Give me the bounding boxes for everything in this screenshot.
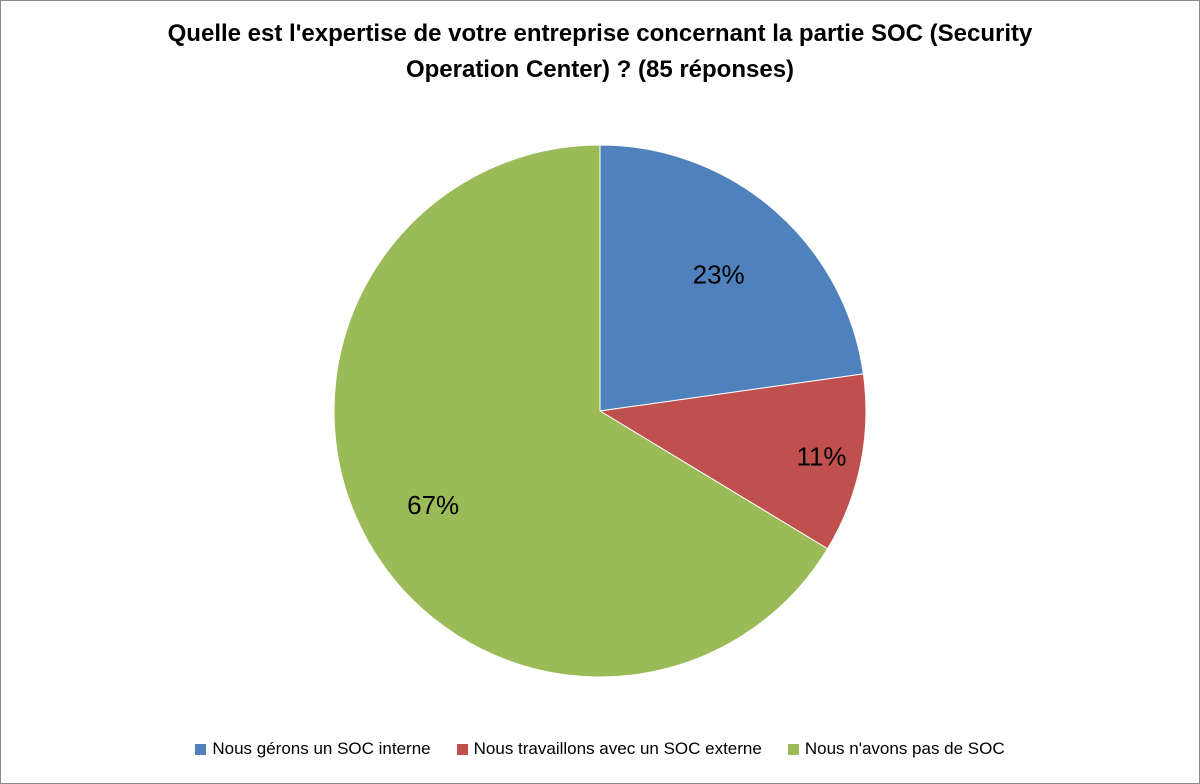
legend-label: Nous gérons un SOC interne (212, 739, 431, 758)
legend-label: Nous travaillons avec un SOC externe (473, 739, 762, 758)
legend-label: Nous n'avons pas de SOC (804, 739, 1005, 758)
legend-swatch (456, 743, 468, 755)
data-label: 11% (796, 441, 846, 471)
chart-title-line-1: Quelle est l'expertise de votre entrepri… (167, 20, 1033, 47)
legend-item-aucun: Nous n'avons pas de SOC (787, 739, 1005, 759)
legend: Nous gérons un SOC interne Nous travaill… (0, 739, 1200, 759)
legend-item-externe: Nous travaillons avec un SOC externe (456, 739, 762, 759)
chart-title-line-2: Operation Center) ? (85 réponses) (405, 56, 795, 83)
pie-slice (333, 144, 829, 678)
pie-slice (598, 373, 867, 550)
data-label: 23% (693, 259, 745, 289)
pie-slice (599, 144, 864, 412)
data-label: 67% (407, 490, 459, 520)
legend-swatch (195, 743, 207, 755)
legend-swatch (787, 743, 799, 755)
legend-item-interne: Nous gérons un SOC interne (195, 739, 431, 759)
chart-title: Quelle est l'expertise de votre entrepri… (0, 16, 1200, 88)
